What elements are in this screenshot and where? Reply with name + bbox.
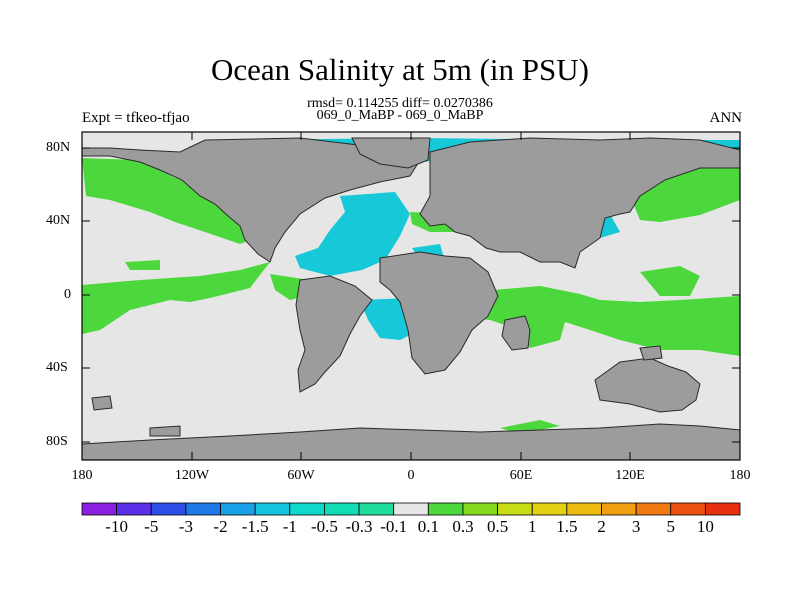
lon-tick-60e: 60E [509,468,533,483]
lon-tick-120e: 120E [615,468,645,483]
colorbar-label: -10 [105,517,128,536]
colorbar-label: 1 [527,517,537,536]
colorbar-swatch [704,502,741,516]
colorbar-label: 2 [597,517,606,536]
lon-tick-120w: 120W [174,468,210,483]
lat-tick-40n: 40N [46,213,71,228]
colorbar-label: -3 [178,517,193,536]
colorbar-swatch [220,502,256,516]
colorbar-label: -1 [282,517,297,536]
colorbar-label: 1.5 [556,517,578,536]
colorbar-label: -1.5 [241,517,269,536]
colorbar-label: -2 [213,517,228,536]
land-masses [81,137,741,461]
colorbar-swatch [635,502,672,516]
colorbar-label: 10 [696,517,714,536]
colorbar-label: -0.3 [345,517,373,536]
lon-tick-0: 0 [407,468,415,483]
colorbar-swatch [289,502,325,516]
colorbar-swatch [150,502,187,516]
south-america [295,275,373,393]
colorbar-swatch [185,502,221,516]
island-2 [149,425,181,437]
map-title: Ocean Salinity at 5m (in PSU) [211,52,589,87]
lat-tick-0: 0 [64,287,71,302]
lat-tick-40s: 40S [46,360,68,375]
colorbar-swatch [81,502,118,516]
map-area [81,131,741,461]
colorbar-swatch [531,502,568,516]
new-guinea [639,345,663,361]
lat-tick-80s: 80S [46,434,68,449]
greenland [351,137,431,169]
colorbar-label: 0.5 [486,517,509,536]
colorbar-swatch [393,502,429,516]
colorbar-swatch [497,502,533,516]
period-label: ANN [709,110,743,126]
colorbar-swatch [601,502,637,516]
island-1 [91,395,113,411]
southeast-asia [501,315,531,351]
colorbar-swatch [462,502,498,516]
colorbar-label: 0.3 [452,517,474,536]
colorbar-swatch [324,502,360,516]
colorbar-swatch [358,502,395,516]
colorbar-swatch [427,502,464,516]
colorbar-label: 0.1 [417,517,439,536]
colorbar-label: -0.1 [380,517,408,536]
tick-marks [81,132,741,460]
colorbar-label: -5 [144,517,159,536]
lon-tick-180e: 180 [729,468,751,483]
colorbar-label: 5 [666,517,675,536]
lat-tick-80n: 80N [46,140,71,155]
stats-text: rmsd= 0.114255 diff= 0.0270386 [307,96,493,111]
eurasia [419,137,741,269]
colorbar-swatch [670,502,706,516]
comparison-text: 069_0_MaBP - 069_0_MaBP [316,108,484,123]
colorbar-label: -0.5 [310,517,338,536]
colorbar-label: 3 [631,517,641,536]
experiment-label: Expt = tfkeo-tfjao [82,110,190,126]
lon-tick-180w: 180 [71,468,93,483]
north-america [81,137,421,263]
colorbar-swatch [116,502,152,516]
lon-tick-60w: 60W [287,468,315,483]
colorbar [81,502,741,516]
africa [379,251,499,375]
colorbar-swatch [566,502,602,516]
colorbar-swatch [254,502,291,516]
